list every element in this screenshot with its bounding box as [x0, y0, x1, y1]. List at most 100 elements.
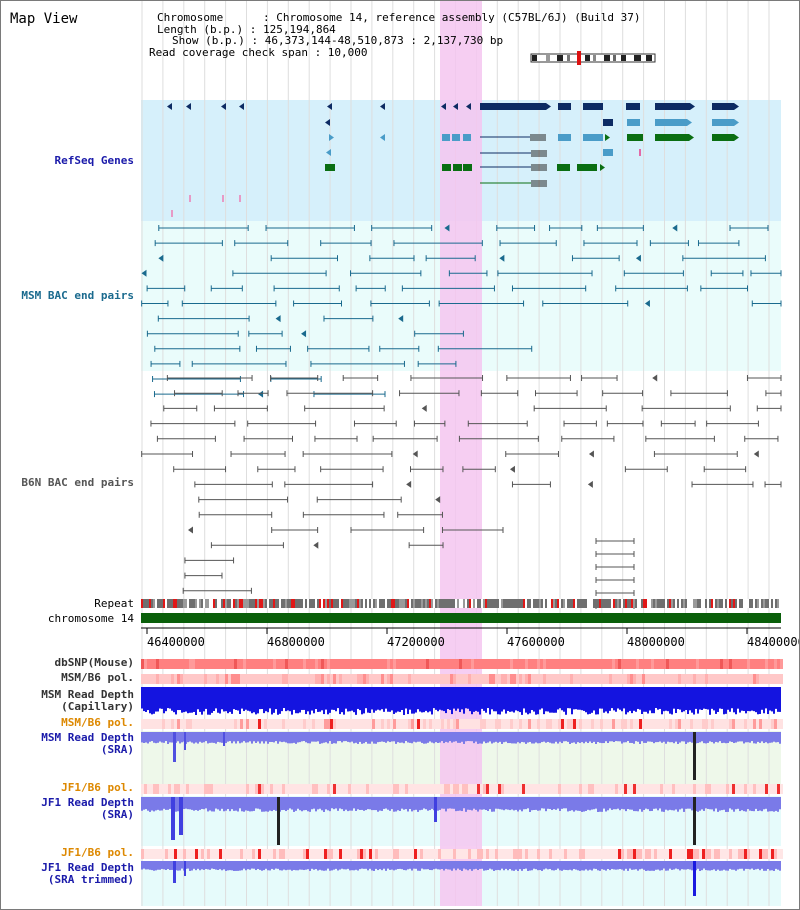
msm-cap-depth	[247, 687, 249, 711]
track-label-msm-bac[interactable]: MSM BAC end pairs	[21, 289, 134, 302]
msm-sra-depth	[511, 732, 513, 744]
jf1-pol2-cell	[516, 849, 519, 859]
msm-sra-depth	[497, 732, 499, 743]
dbsnp-cell	[177, 659, 180, 669]
jf1-pol-cell	[603, 784, 606, 794]
msm-pol-cell	[495, 674, 498, 684]
jf1-sra-depth	[151, 797, 153, 811]
dbsnp-cell	[336, 659, 339, 669]
jf1-pol2-cell	[201, 849, 204, 859]
repeat-block	[309, 599, 311, 608]
msm-pol-cell	[384, 674, 387, 684]
jf1-sra-depth	[639, 797, 641, 810]
msm-sra-depth	[259, 732, 261, 744]
msm-sra-depth	[235, 732, 237, 744]
repeat-block	[489, 599, 491, 608]
repeat-block	[517, 599, 519, 608]
msm-cap-depth	[305, 687, 307, 715]
msm-pol2-cell	[324, 719, 327, 729]
msm-pol-cell	[459, 674, 462, 684]
jf1-trim-depth	[377, 861, 379, 871]
jf1-trim-depth	[273, 861, 275, 870]
msm-cap-depth	[527, 687, 529, 715]
track-label-refseq[interactable]: RefSeq Genes	[54, 154, 134, 167]
msm-cap-depth	[561, 687, 563, 711]
jf1-sra-depth	[711, 797, 713, 810]
jf1-pol-cell	[369, 784, 372, 794]
msm-sra-depth	[453, 732, 455, 742]
gene-exon	[603, 119, 613, 126]
jf1-pol-cell	[153, 784, 156, 794]
msm-pol-cell	[582, 674, 585, 684]
track-label-jf1-depth-sra[interactable]: JF1 Read Depth (SRA)	[41, 796, 134, 821]
jf1-trim-depth	[423, 861, 425, 870]
jf1-sra-depth	[627, 797, 629, 810]
msm-cap-depth	[471, 687, 473, 715]
jf1-pol-cell	[465, 784, 468, 794]
track-label-msm-depth-capillary[interactable]: MSM Read Depth (Capillary)	[41, 688, 134, 713]
jf1-trim-depth	[723, 861, 725, 870]
msm-pol-cell	[402, 674, 405, 684]
msm-cap-depth	[491, 687, 493, 710]
track-label-jf1-pol-2[interactable]: JF1/B6 pol.	[61, 846, 134, 859]
track-label-b6n-bac[interactable]: B6N BAC end pairs	[21, 476, 134, 489]
jf1-trim-depth	[587, 861, 589, 871]
jf1-trim-depth	[399, 861, 401, 869]
repeat-block	[389, 599, 391, 608]
track-label-dbsnp[interactable]: dbSNP(Mouse)	[54, 656, 134, 669]
repeat-block	[153, 599, 155, 608]
repeat-block	[377, 599, 379, 608]
repeat-block	[409, 599, 411, 608]
msm-cap-depth	[717, 687, 719, 712]
repeat-block	[247, 599, 249, 608]
repeat-block	[285, 599, 287, 608]
track-label-msm-pol-1[interactable]: MSM/B6 pol.	[61, 671, 134, 684]
msm-sra-depth	[565, 732, 567, 742]
ideogram-band	[532, 55, 537, 61]
repeat-block	[291, 599, 293, 608]
msm-cap-depth	[337, 687, 339, 709]
jf1-trim-depth	[773, 861, 775, 871]
msm-sra-depth	[387, 732, 389, 742]
jf1-pol2-cell	[318, 849, 321, 859]
track-label-jf1-depth-trimmed[interactable]: JF1 Read Depth (SRA trimmed)	[41, 861, 134, 886]
jf1-pol-cell	[747, 784, 750, 794]
jf1-pol-cell	[384, 784, 387, 794]
msm-sra-depth	[435, 732, 437, 743]
msm-pol-cell	[297, 674, 300, 684]
dbsnp-cell	[654, 659, 657, 669]
dbsnp-cell	[777, 659, 780, 669]
msm-pol-cell	[681, 674, 684, 684]
msm-cap-depth	[255, 687, 257, 715]
msm-pol-cell	[246, 674, 249, 684]
msm-cap-depth	[557, 687, 559, 710]
track-label-msm-pol-2[interactable]: MSM/B6 pol.	[61, 716, 134, 729]
track-label-jf1-pol-1[interactable]: JF1/B6 pol.	[61, 781, 134, 794]
msm-cap-depth	[603, 687, 605, 713]
msm-pol-cell	[555, 674, 558, 684]
repeat-block	[577, 599, 579, 608]
jf1-pol-cell	[279, 784, 282, 794]
jf1-trim-depth	[305, 861, 307, 870]
jf1-pol2-cell	[543, 849, 546, 859]
jf1-pol-cell	[552, 784, 555, 794]
msm-pol2-cell	[186, 719, 189, 729]
dbsnp-cell	[573, 659, 576, 669]
gene-arrow	[453, 103, 458, 110]
track-label-msm-depth-sra[interactable]: MSM Read Depth (SRA)	[41, 731, 134, 756]
jf1-trim-depth	[363, 861, 365, 869]
msm-sra-depth	[405, 732, 407, 742]
jf1-pol2-cell	[465, 849, 468, 859]
msm-sra-depth	[379, 732, 381, 742]
msm-sra-depth	[367, 732, 369, 744]
msm-cap-depth	[423, 687, 425, 713]
jf1-sra-depth	[521, 797, 523, 812]
msm-sra-depth	[605, 732, 607, 742]
jf1-trim-depth	[505, 861, 507, 869]
jf1-pol-cell	[381, 784, 384, 794]
repeat-block	[453, 599, 455, 608]
repeat-block	[451, 599, 453, 608]
jf1-pol-cell	[222, 784, 225, 794]
repeat-block	[259, 599, 261, 608]
